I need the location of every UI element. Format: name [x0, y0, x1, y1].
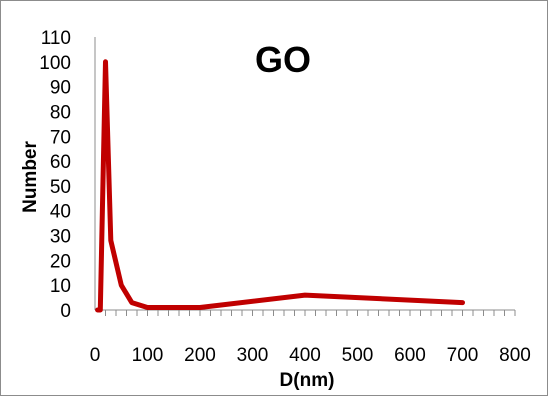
y-tick-label: 110 — [41, 28, 71, 49]
chart-title: GO — [255, 39, 311, 80]
x-tick-label: 300 — [237, 345, 269, 366]
x-tick-label: 500 — [342, 345, 374, 366]
x-tick-label: 600 — [394, 345, 426, 366]
y-tick-label: 50 — [50, 177, 71, 198]
y-tick-label: 100 — [39, 53, 71, 74]
x-tick-label: 400 — [289, 345, 321, 366]
y-axis-title: Number — [20, 141, 41, 213]
x-tick-labels: 0 100 200 300 400 500 600 700 800 — [90, 345, 531, 366]
y-tick-label: 80 — [50, 102, 71, 123]
x-tick-label: 0 — [90, 345, 101, 366]
y-tick-label: 90 — [50, 78, 71, 99]
x-tick-label: 700 — [447, 345, 479, 366]
series-line — [95, 59, 465, 313]
y-tick-labels: 0 10 20 30 40 50 60 70 80 90 100 110 — [39, 28, 71, 322]
y-tick-label: 70 — [50, 127, 71, 148]
y-tick-label: 60 — [50, 152, 71, 173]
x-minor-ticks — [105, 310, 516, 316]
y-tick-label: 20 — [50, 251, 71, 272]
y-tick-label: 30 — [50, 227, 71, 248]
x-tick-label: 100 — [132, 345, 164, 366]
x-tick-label: 800 — [499, 345, 531, 366]
y-tick-label: 0 — [60, 301, 71, 322]
y-tick-label: 40 — [50, 202, 71, 223]
y-tick-label: 10 — [50, 276, 71, 297]
x-axis-title: D(nm) — [280, 370, 335, 391]
series-layer — [95, 59, 465, 313]
x-tick-label: 200 — [184, 345, 216, 366]
